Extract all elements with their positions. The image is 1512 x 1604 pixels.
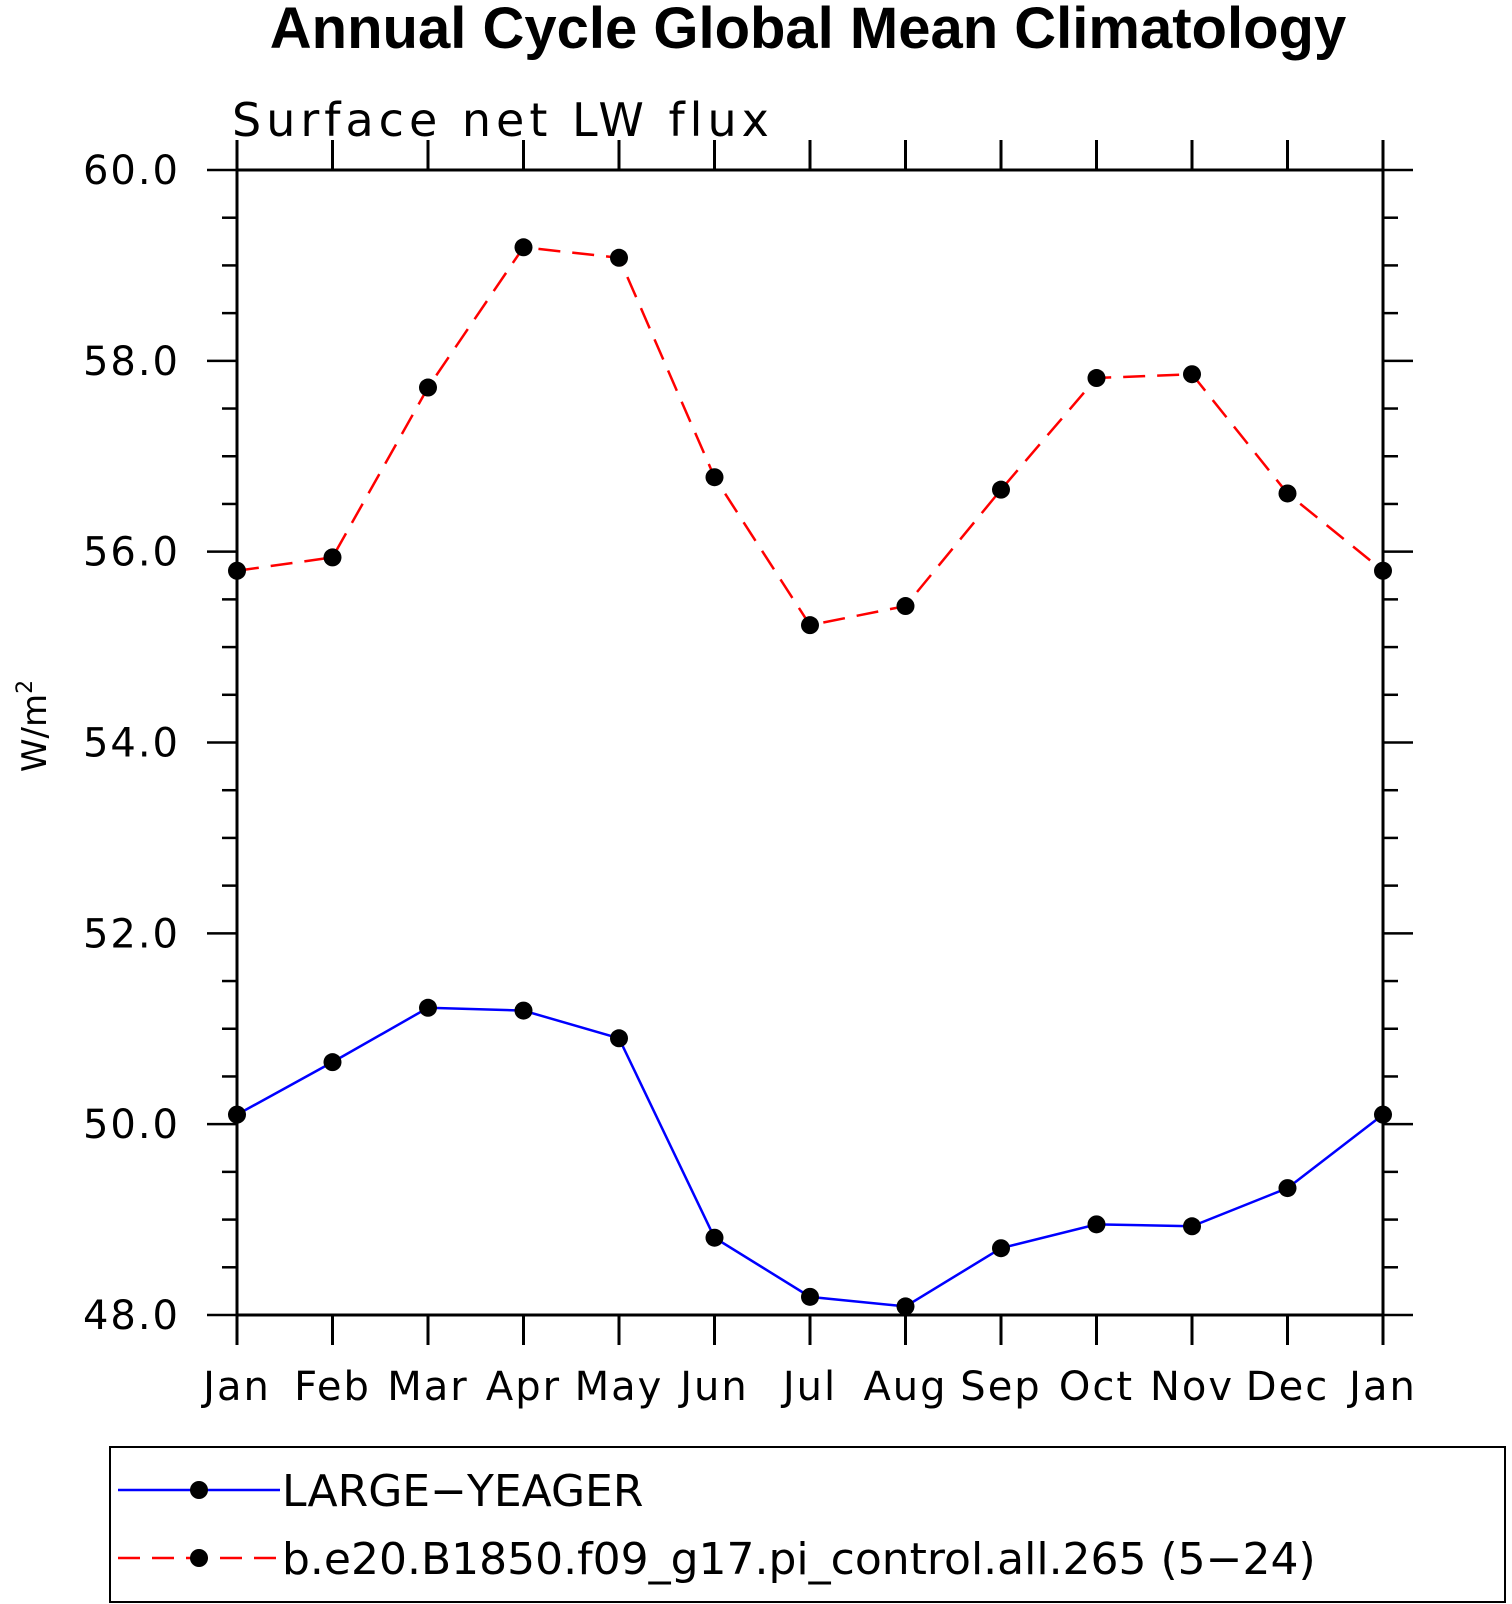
plot-border <box>235 168 1385 1317</box>
data-point <box>1183 365 1201 384</box>
x-tick-label: Sep <box>960 1364 1041 1410</box>
legend-label: b.e20.B1850.f09_g17.pi_control.all.265 (… <box>282 1534 1316 1585</box>
series-1 <box>228 998 1392 1316</box>
data-point <box>801 616 819 635</box>
data-point <box>1278 484 1297 503</box>
data-point <box>228 561 246 580</box>
data-point <box>419 998 437 1017</box>
data-point <box>705 1228 724 1247</box>
series-line <box>236 245 1384 627</box>
data-point <box>514 238 533 257</box>
data-point <box>323 548 342 567</box>
x-tick-label: Feb <box>294 1364 371 1410</box>
chart-subtitle: Surface net LW flux <box>232 93 774 147</box>
y-axis-label-superscript: 2 <box>13 680 38 694</box>
y-tick-label: 52.0 <box>83 911 180 957</box>
plot-frame <box>235 168 1385 1317</box>
y-tick-label: 50.0 <box>83 1102 180 1148</box>
data-point <box>992 1239 1010 1258</box>
data-point <box>610 248 628 267</box>
tick-labels: Jan Feb Mar Apr May Jun Jul Aug Sep Oct Nov Dec Jan 4… <box>83 148 1417 1410</box>
legend-marker <box>190 1481 208 1499</box>
x-tick-label: Mar <box>387 1364 468 1410</box>
data-point <box>1278 1179 1297 1198</box>
series-layer <box>228 238 1392 1316</box>
data-point <box>705 468 724 487</box>
x-tick-label: Jul <box>780 1364 837 1410</box>
data-point <box>992 480 1010 499</box>
x-tick-label: May <box>575 1364 664 1410</box>
x-tick-label: Dec <box>1246 1364 1329 1410</box>
data-point <box>896 1297 915 1316</box>
x-tick-label: Nov <box>1150 1364 1234 1410</box>
data-point <box>896 597 915 616</box>
axis-ticks <box>207 140 1413 1345</box>
data-point <box>1087 369 1106 388</box>
y-tick-label: 56.0 <box>83 530 180 576</box>
x-tick-label: Aug <box>863 1364 947 1410</box>
data-point <box>228 1105 246 1124</box>
y-tick-label: 58.0 <box>83 339 180 385</box>
data-point <box>1374 1105 1392 1124</box>
x-tick-label: Jan <box>1346 1364 1417 1410</box>
y-tick-label: 54.0 <box>83 721 180 767</box>
y-tick-label: 60.0 <box>83 148 180 194</box>
legend-box <box>109 1446 1506 1603</box>
legend: LARGE−YEAGER b.e20.B1850.f09_g17.pi_contr… <box>109 1446 1506 1603</box>
x-tick-label: Apr <box>486 1364 561 1410</box>
legend-marker <box>190 1549 208 1567</box>
y-axis-label-unit: W/m <box>15 694 55 772</box>
data-point <box>323 1053 342 1072</box>
x-tick-label: Jan <box>200 1364 271 1410</box>
chart-title: Annual Cycle Global Mean Climatology <box>270 0 1346 61</box>
data-point <box>610 1029 628 1048</box>
data-point <box>514 1001 533 1020</box>
data-point <box>419 378 437 397</box>
y-axis-label: W/m2 <box>13 680 55 772</box>
y-tick-label: 48.0 <box>83 1293 180 1339</box>
data-point <box>1183 1217 1201 1236</box>
x-tick-label: Jun <box>677 1364 749 1410</box>
x-tick-label: Oct <box>1059 1364 1134 1410</box>
legend-label: LARGE−YEAGER <box>282 1466 643 1517</box>
data-point <box>1374 561 1392 580</box>
series-line <box>236 1006 1384 1308</box>
data-point <box>1087 1215 1106 1234</box>
series-2 <box>228 238 1392 635</box>
data-point <box>801 1287 819 1306</box>
